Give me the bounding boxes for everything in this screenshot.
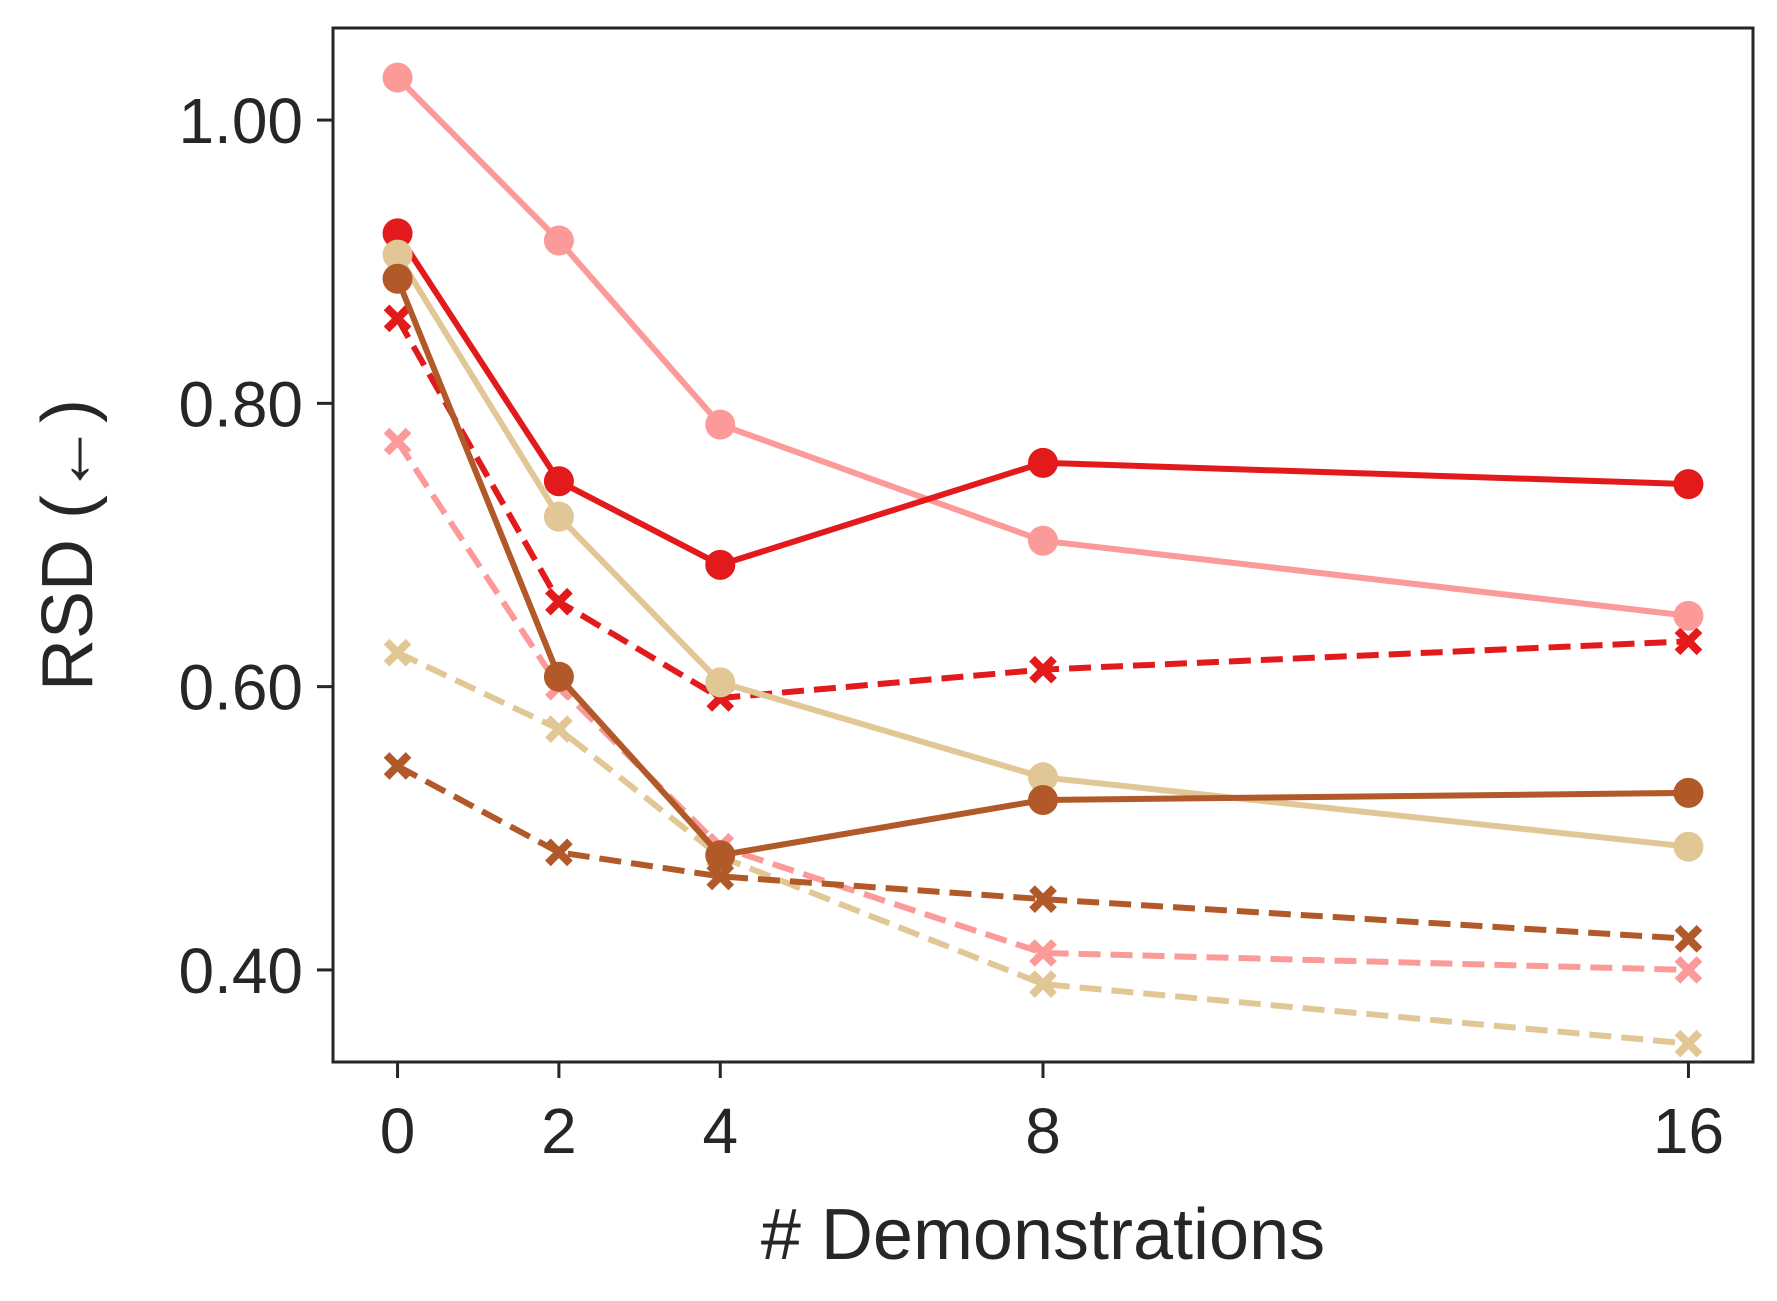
data-point (383, 304, 412, 333)
series-brown-solid (382, 263, 1704, 871)
data-point (1028, 447, 1058, 478)
data-point (543, 225, 574, 256)
data-point (382, 62, 413, 93)
data-point (383, 638, 412, 667)
data-point (705, 549, 736, 580)
data-point (1028, 762, 1058, 793)
data-point (545, 838, 573, 867)
series-line (394, 439, 1689, 973)
data-point (1673, 777, 1704, 808)
y-tick-label: 0.80 (178, 368, 303, 440)
x-tick-label: 2 (541, 1095, 577, 1167)
series-red-dashed (383, 304, 1703, 712)
data-point (1673, 831, 1704, 862)
data-point (1028, 784, 1058, 815)
y-axis-label: RSD (←) (28, 399, 108, 691)
data-point (706, 862, 735, 891)
data-point (383, 752, 412, 780)
series-light-pink-solid (382, 62, 1704, 631)
data-point (543, 466, 574, 497)
x-axis-label: # Demonstrations (761, 1195, 1325, 1275)
data-point (382, 263, 413, 294)
data-point (1029, 970, 1057, 998)
y-tick-label: 0.40 (178, 935, 303, 1007)
data-point (705, 667, 736, 698)
data-point (382, 218, 413, 249)
x-axis: 0 2 4 8 16 (380, 1062, 1724, 1167)
data-point (1674, 956, 1703, 984)
data-point (1674, 1029, 1703, 1058)
data-point (705, 840, 736, 871)
x-tick-label: 16 (1653, 1095, 1724, 1167)
series-layer (382, 62, 1704, 1058)
series-brown-dashed (383, 752, 1703, 953)
y-tick-label: 0.60 (178, 652, 303, 724)
data-point (1673, 469, 1704, 500)
x-tick-label: 4 (702, 1095, 738, 1167)
y-axis: 0.40 0.60 0.80 1.00 (178, 85, 333, 1007)
x-tick-label: 8 (1025, 1095, 1061, 1167)
series-line (394, 231, 1689, 568)
data-point (1029, 655, 1057, 684)
data-point (1028, 525, 1058, 556)
data-point (1674, 924, 1703, 953)
series-red-solid (382, 218, 1704, 580)
data-point (545, 587, 573, 616)
data-point (1029, 885, 1057, 913)
series-line (396, 763, 1689, 942)
series-line (394, 316, 1689, 701)
data-point (1674, 627, 1703, 656)
y-tick-label: 1.00 (178, 85, 303, 157)
data-point (1029, 939, 1057, 967)
data-point (705, 409, 736, 440)
data-point (383, 427, 412, 456)
data-point (1673, 600, 1704, 631)
data-point (543, 501, 574, 532)
data-point (382, 239, 413, 270)
data-point (545, 715, 573, 743)
data-point (543, 661, 574, 692)
x-tick-label: 0 (380, 1095, 416, 1167)
